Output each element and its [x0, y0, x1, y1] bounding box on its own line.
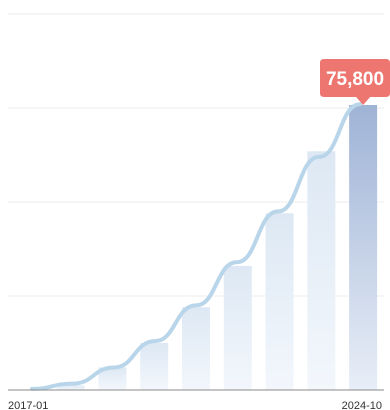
bar: [307, 151, 336, 390]
bar: [265, 213, 294, 390]
callout-bubble: [320, 58, 390, 105]
bar: [56, 385, 85, 390]
bar: [182, 307, 210, 390]
trend-line: [30, 102, 362, 391]
bar: [140, 343, 169, 390]
x-tick-label-end: 2024-10: [342, 400, 382, 410]
callout-value-label: 75,800: [326, 69, 384, 90]
bar-highlighted: [349, 104, 378, 390]
bar-series: [56, 104, 378, 390]
bar: [98, 367, 127, 390]
bar: [223, 265, 252, 390]
value-callout: 75,800: [320, 58, 390, 105]
x-tick-label-start: 2017-01: [8, 400, 48, 410]
